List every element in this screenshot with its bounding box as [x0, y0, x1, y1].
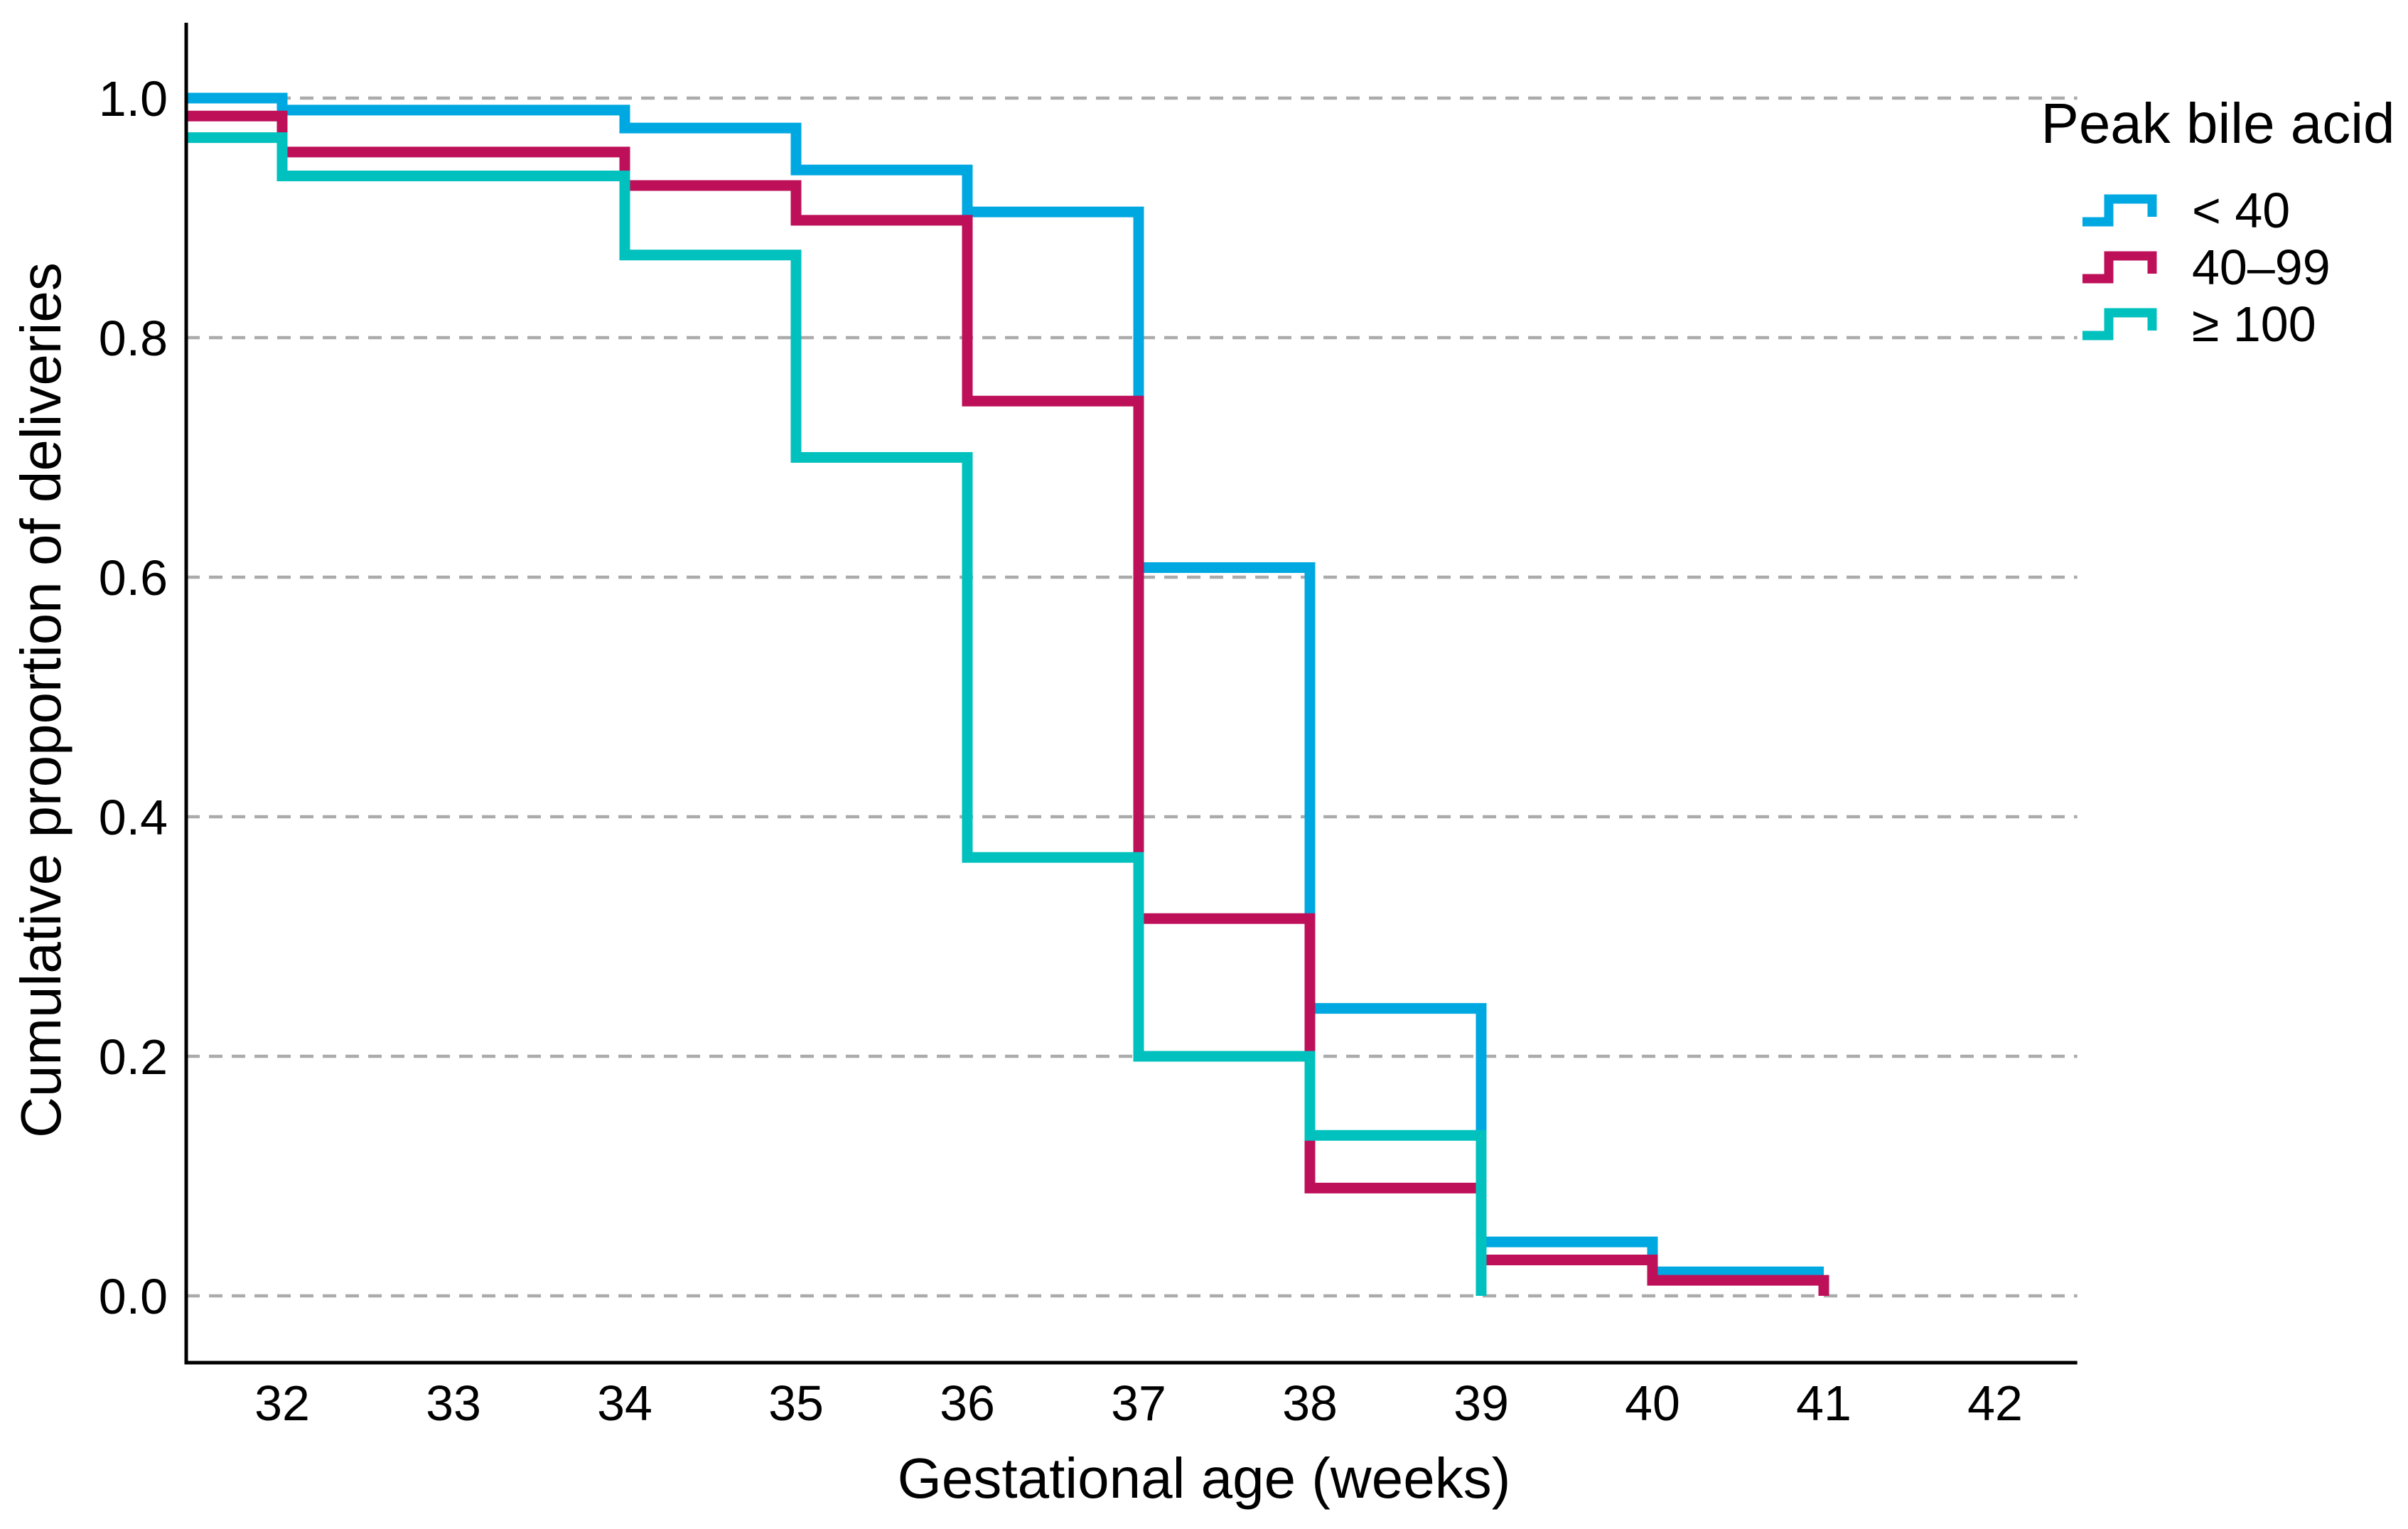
y-tick-label: 1.0 — [99, 71, 168, 127]
x-tick-label: 38 — [1282, 1375, 1338, 1431]
y-tick-label: 0.6 — [99, 550, 168, 606]
legend-label: ≥ 100 — [2192, 296, 2316, 352]
step-line-key-icon — [2082, 194, 2157, 227]
y-tick-label: 0.4 — [99, 790, 168, 845]
series-path — [186, 110, 1829, 1296]
series-path — [186, 132, 1487, 1296]
legend-label: < 40 — [2192, 183, 2291, 238]
x-tick-label: 32 — [254, 1375, 310, 1431]
x-tick-label: 40 — [1625, 1375, 1680, 1431]
x-tick-label: 37 — [1111, 1375, 1166, 1431]
y-axis-title: Cumulative proportion of deliveries — [9, 262, 72, 1138]
y-tick-label: 0.0 — [99, 1269, 168, 1324]
y-tick-label: 0.8 — [99, 311, 168, 366]
x-tick-label: 39 — [1453, 1375, 1509, 1431]
legend-item-40-99: 40–99 — [2038, 239, 2397, 296]
legend-title: Peak bile acid — [2041, 92, 2395, 155]
y-tick-label: 0.2 — [99, 1029, 168, 1085]
legend-item-gte100: ≥ 100 — [2038, 296, 2397, 353]
x-tick-label: 35 — [768, 1375, 824, 1431]
x-tick-label: 33 — [426, 1375, 481, 1431]
x-tick-label: 42 — [1967, 1375, 2023, 1431]
series-path — [186, 92, 1824, 1277]
x-axis-title: Gestational age (weeks) — [897, 1447, 1511, 1510]
legend-item-lt40: < 40 — [2038, 182, 2397, 239]
x-tick-label: 41 — [1796, 1375, 1851, 1431]
x-tick-label: 34 — [597, 1375, 652, 1431]
x-tick-label: 36 — [940, 1375, 995, 1431]
legend: Peak bile acid < 40 40–99 ≥ 100 — [2038, 91, 2397, 353]
legend-label: 40–99 — [2192, 240, 2331, 295]
step-line-key-icon — [2082, 308, 2157, 340]
step-line-key-icon — [2082, 251, 2157, 284]
